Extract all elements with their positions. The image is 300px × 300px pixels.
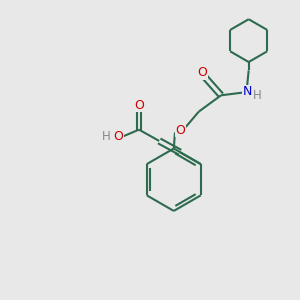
Text: O: O <box>197 66 207 79</box>
Text: N: N <box>242 85 252 98</box>
Text: O: O <box>176 124 185 136</box>
Text: H: H <box>102 130 111 143</box>
Text: H: H <box>253 89 262 102</box>
Text: O: O <box>135 99 145 112</box>
Text: O: O <box>113 130 123 143</box>
